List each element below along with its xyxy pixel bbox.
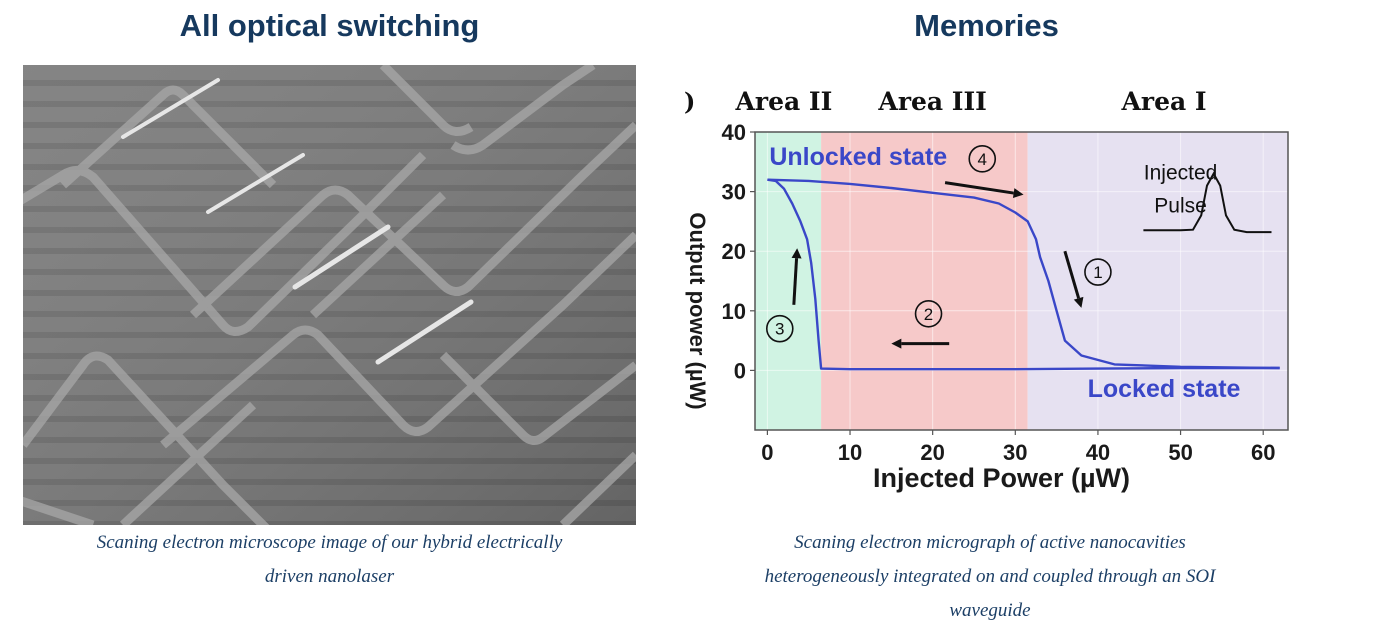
arrow-head <box>1073 296 1084 308</box>
right-panel-caption: Scaning electron micrograph of active na… <box>690 526 1290 628</box>
x-tick-label: 50 <box>1168 440 1192 465</box>
annotation-text: Unlocked state <box>769 143 947 171</box>
y-tick-label: 0 <box>734 358 746 383</box>
x-tick-label: 60 <box>1251 440 1275 465</box>
y-axis-title: Output power (µW) <box>685 212 710 409</box>
step-circle <box>765 314 794 343</box>
caption-line: Scaning electron microscope image of our… <box>96 532 563 553</box>
chart-regions <box>755 132 1288 430</box>
step-circle <box>968 145 997 173</box>
caption-line: Scaning electron micrograph of active na… <box>794 532 1186 553</box>
step-number: 2 <box>924 305 933 324</box>
region-label: Area I <box>1121 87 1207 116</box>
region-label: Area II <box>735 87 833 116</box>
arrow-head <box>791 248 802 259</box>
series-line-0 <box>767 178 1280 370</box>
chart-arrows <box>791 181 1084 349</box>
right-panel-title: Memories <box>914 8 1059 43</box>
caption-line: heterogeneously integrated on and couple… <box>764 566 1216 587</box>
series-line-1 <box>767 178 1280 371</box>
pulse-shape <box>1143 171 1272 234</box>
y-tick-label: 10 <box>722 299 746 324</box>
chart-ticks: 0 10 20 30 40 50 60 0 10 20 30 40 <box>722 120 1276 465</box>
sem-nanolaser-image <box>23 65 636 525</box>
leading-mark: ) <box>684 87 695 116</box>
x-tick-label: 10 <box>838 440 862 465</box>
pulse-icon <box>1143 171 1272 234</box>
region-area-1 <box>821 132 1028 430</box>
caption-line: driven nanolaser <box>264 566 395 587</box>
region-area-2 <box>1027 132 1288 430</box>
y-tick-label: 20 <box>722 239 746 264</box>
region-area-0 <box>755 132 822 430</box>
x-tick-label: 40 <box>1086 440 1110 465</box>
left-panel-title: All optical switching <box>179 8 480 43</box>
step-number: 3 <box>775 320 784 339</box>
y-tick-label: 30 <box>722 180 746 205</box>
chart-annotations: Unlocked state Locked state Injected Pulse 1… <box>765 143 1241 403</box>
y-tick-label: 40 <box>722 120 746 145</box>
region-labels: Area II Area III Area I <box>735 87 1207 116</box>
left-panel-caption: Scaning electron microscope image of our… <box>23 526 636 594</box>
step-circle <box>914 299 943 328</box>
x-axis-title: Injected Power (µW) <box>873 463 1130 493</box>
step-number: 1 <box>1093 263 1102 282</box>
annotation-text: Pulse <box>1154 194 1207 217</box>
arrow-head <box>891 338 902 349</box>
arrow-shaft <box>944 181 1014 195</box>
x-tick-label: 20 <box>920 440 944 465</box>
region-label: Area III <box>877 87 986 116</box>
annotation-text: Locked state <box>1088 375 1241 403</box>
x-tick-label: 30 <box>1003 440 1027 465</box>
arrow-head <box>1012 188 1024 199</box>
step-circle <box>1084 258 1112 286</box>
plot-frame <box>754 131 1289 431</box>
arrow-shaft <box>792 258 799 305</box>
step-number: 4 <box>978 150 987 169</box>
arrow-shaft <box>1063 250 1081 299</box>
annotation-text: Injected <box>1144 162 1218 185</box>
caption-line: waveguide <box>949 600 1031 621</box>
chart-series <box>767 178 1280 371</box>
x-tick-label: 0 <box>761 440 773 465</box>
